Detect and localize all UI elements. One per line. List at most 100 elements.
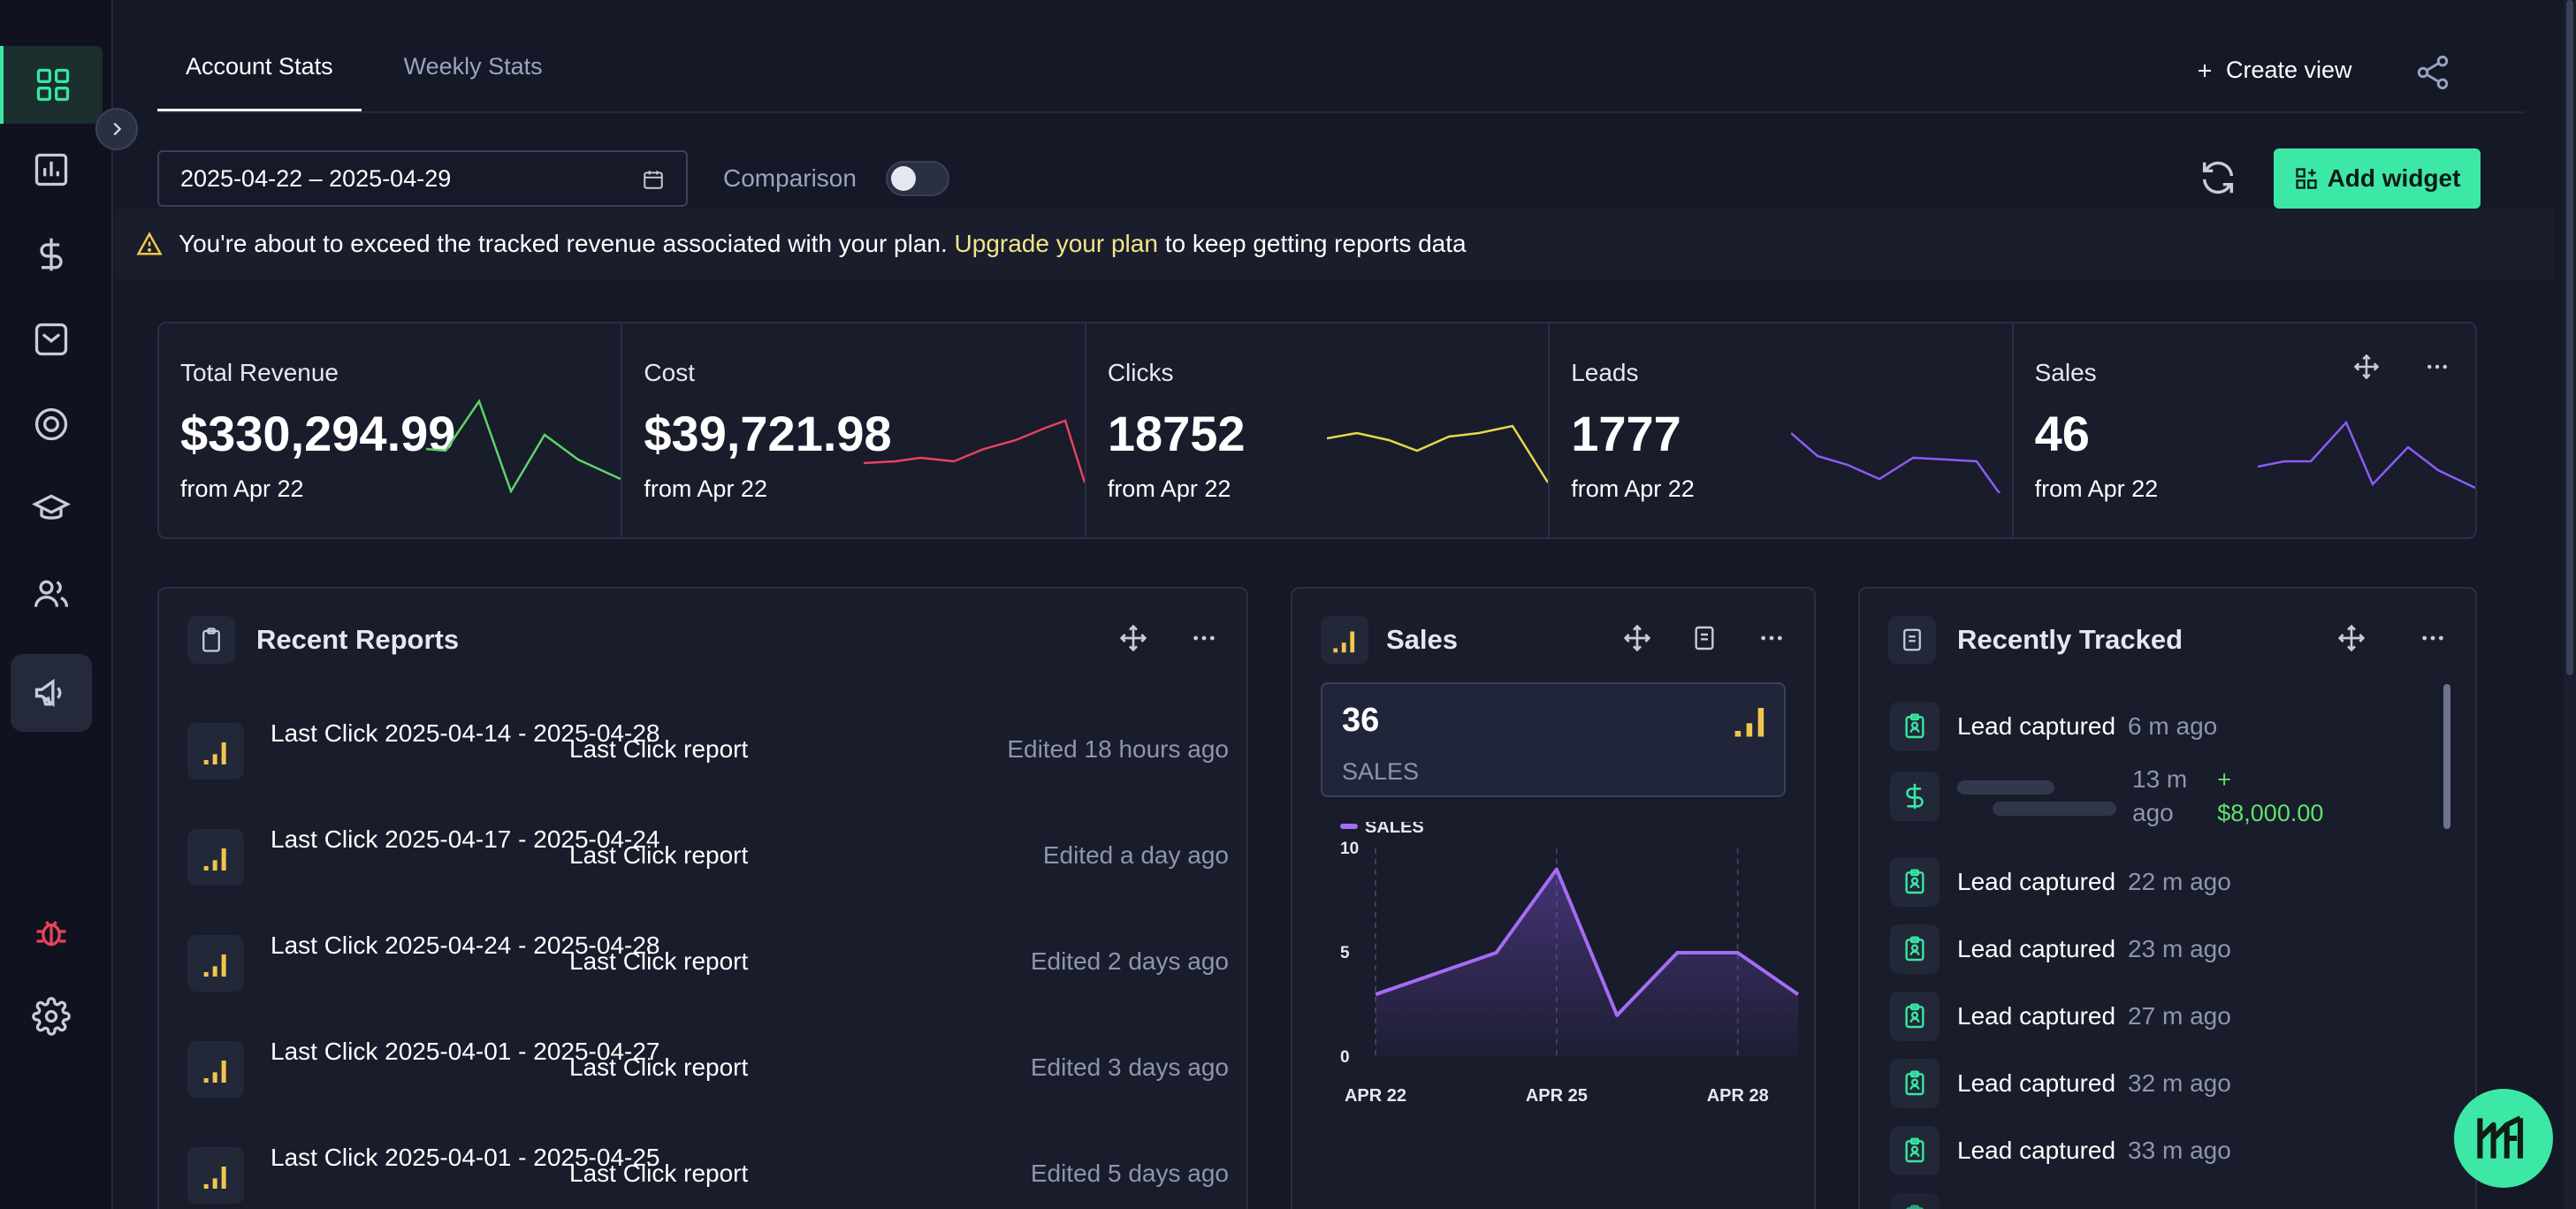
legend-label: SALES (1365, 822, 1424, 837)
main-content: Account Stats Weekly Stats Create view 2… (115, 0, 2555, 1209)
share-button[interactable] (2413, 53, 2452, 92)
plan-limit-banner: You're about to exceed the tracked reven… (115, 209, 2555, 279)
tracked-row[interactable]: Lead captured 27 m ago (1890, 988, 2456, 1045)
move-icon[interactable] (1119, 624, 1147, 652)
card-tools (1623, 624, 1786, 652)
dollar-icon (40, 238, 63, 271)
kpi-label: Sales (2034, 359, 2097, 386)
tracked-row[interactable]: Lead captured 22 m ago (1890, 854, 2456, 910)
report-row[interactable]: Last Click 2025-04-24 - 2025-04-28 Last … (187, 912, 1229, 1018)
refresh-button[interactable] (2198, 157, 2238, 198)
sales-card: Sales 36 SALES SALES 10 5 0 APR 22 APR 25 APR … (1291, 587, 1816, 1209)
tracked-row[interactable]: Lead captured 33 m ago (1890, 1122, 2456, 1179)
users-icon (34, 580, 69, 607)
report-row[interactable]: Last Click 2025-04-14 - 2025-04-28 Last … (187, 700, 1229, 806)
sales-chart: SALES 10 5 0 APR 22 APR 25 APR 28 (1340, 822, 1800, 1106)
tracked-row[interactable]: Lead captured 23 m ago (1890, 921, 2456, 977)
tracked-ago: 22 m ago (2128, 868, 2231, 895)
warning-icon (136, 231, 163, 257)
sidebar-item-mail[interactable] (11, 300, 92, 378)
date-range-value: 2025-04-22 – 2025-04-29 (180, 164, 452, 192)
signal-bars-icon (187, 1147, 244, 1204)
sidebar-item-reports[interactable] (11, 131, 92, 209)
lead-badge-icon (1890, 924, 1940, 974)
tracked-event: Lead captured (1957, 712, 2116, 740)
report-edited: Edited 18 hours ago (1007, 735, 1229, 763)
signal-bars-icon (187, 1041, 244, 1098)
page-scrollbar-thumb[interactable] (2566, 0, 2573, 675)
kpi-clicks[interactable]: Clicks 18752 from Apr 22 (1086, 323, 1551, 537)
comparison-toggle[interactable] (886, 161, 949, 196)
bug-icon (36, 921, 66, 947)
tab-divider (157, 111, 2525, 113)
move-icon[interactable] (1623, 624, 1651, 652)
sidebar-item-users[interactable] (11, 555, 92, 633)
sidebar-collapse-button[interactable] (95, 108, 138, 150)
card-tools (1119, 624, 1218, 652)
report-name: Last Click 2025-04-24 - 2025-04-28 (271, 931, 660, 959)
tracked-event: Lead captured (1957, 1137, 2116, 1164)
tab-account-stats[interactable]: Account Stats (157, 53, 362, 111)
report-row[interactable]: Last Click 2025-04-17 - 2025-04-24 Last … (187, 806, 1229, 912)
kpi-sales[interactable]: Sales 46 from Apr 22 (2014, 323, 2475, 537)
tracked-ago: 23 m ago (2128, 935, 2231, 962)
y-tick-label: 0 (1340, 1048, 1350, 1067)
tracked-row[interactable]: Lead captured 6 m ago (1890, 698, 2456, 755)
lead-badge-icon (1890, 1126, 1940, 1175)
kpi-value: 46 (2034, 406, 2090, 461)
more-icon[interactable] (2419, 624, 2447, 652)
report-row[interactable]: Last Click 2025-04-01 - 2025-04-25 Last … (187, 1124, 1229, 1209)
kpi-total-revenue[interactable]: Total Revenue $330,294.99 from Apr 22 (159, 323, 623, 537)
more-icon[interactable] (1190, 624, 1218, 652)
move-icon[interactable] (2353, 354, 2380, 380)
create-view-label: Create view (2226, 57, 2352, 83)
kpi-leads[interactable]: Leads 1777 from Apr 22 (1550, 323, 2014, 537)
sale-amount-sign: + (2217, 766, 2232, 793)
kpi-sparkline (426, 399, 621, 493)
sidebar-item-campaigns[interactable] (11, 654, 92, 732)
sale-amount: $8,000.00 (2217, 800, 2324, 826)
tracked-row-sale[interactable]: 13 m ago + $8,000.00 (1890, 760, 2456, 833)
upgrade-plan-link[interactable]: Upgrade your plan (954, 230, 1158, 257)
y-tick-label: 10 (1340, 840, 1359, 858)
sidebar-item-dashboard[interactable] (0, 46, 103, 124)
tracked-scrollbar[interactable] (2443, 684, 2450, 829)
sidebar-item-target[interactable] (11, 385, 92, 463)
page-scrollbar[interactable] (2564, 0, 2576, 1209)
sidebar-item-revenue[interactable] (11, 216, 92, 293)
move-icon[interactable] (2337, 624, 2366, 652)
kpi-sparkline (863, 419, 1085, 483)
date-range-picker[interactable]: 2025-04-22 – 2025-04-29 (157, 150, 688, 207)
refresh-icon (2202, 161, 2234, 194)
kpi-cost[interactable]: Cost $39,721.98 from Apr 22 (622, 323, 1086, 537)
more-icon[interactable] (1757, 624, 1786, 652)
blurred-sale-details (1957, 780, 2116, 816)
report-name: Last Click 2025-04-01 - 2025-04-27 (271, 1038, 660, 1065)
tracked-ago-line2: ago (2132, 799, 2174, 826)
tracked-event: Lead captured (1957, 935, 2116, 962)
more-icon[interactable] (2424, 354, 2450, 380)
sidebar-item-settings[interactable] (11, 977, 92, 1055)
tracked-ago: 6 m ago (2128, 712, 2218, 740)
lead-badge-icon (1890, 702, 1940, 751)
tracked-row[interactable]: Lead captured 32 m ago (1890, 1055, 2456, 1112)
toggle-knob (891, 166, 916, 191)
lead-badge-icon (1890, 1193, 1940, 1209)
y-tick-label: 5 (1340, 944, 1350, 962)
tracked-row-partial[interactable] (1890, 1190, 2456, 1209)
tracked-ago-line1: 13 m (2132, 765, 2188, 793)
card-title: Recently Tracked (1957, 624, 2184, 655)
create-view-button[interactable]: Create view (2194, 57, 2352, 84)
megaphone-icon (34, 678, 62, 708)
sidebar-item-debug[interactable] (11, 893, 92, 970)
report-row[interactable]: Last Click 2025-04-01 - 2025-04-27 Last … (187, 1018, 1229, 1124)
brand-logo-button[interactable] (2454, 1089, 2553, 1188)
banner-text-after: to keep getting reports data (1164, 230, 1467, 257)
kpi-label: Total Revenue (180, 359, 339, 386)
sidebar-item-learn[interactable] (11, 470, 92, 548)
tab-weekly-stats[interactable]: Weekly Stats (403, 53, 543, 80)
card-tools (2337, 624, 2447, 652)
lead-badge-icon (1890, 992, 1940, 1041)
add-widget-button[interactable]: Add widget (2274, 148, 2481, 209)
document-icon[interactable] (1690, 624, 1719, 652)
